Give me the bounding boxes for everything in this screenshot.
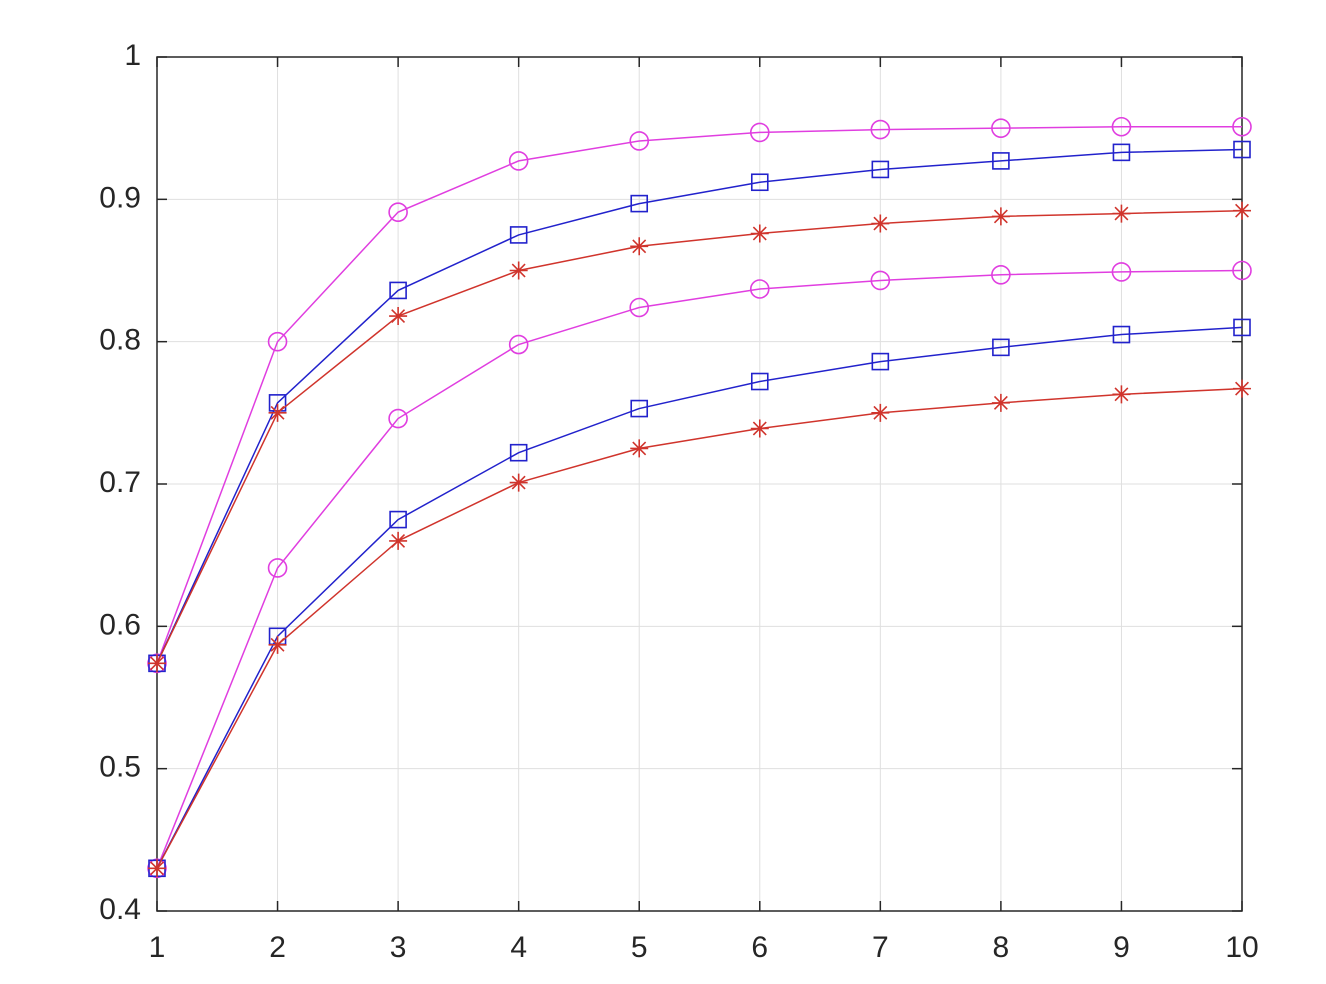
series-line bbox=[156, 148, 1243, 664]
marker bbox=[750, 372, 769, 391]
marker bbox=[871, 403, 890, 422]
marker bbox=[750, 419, 769, 438]
marker bbox=[630, 399, 649, 418]
marker bbox=[389, 531, 408, 550]
marker bbox=[389, 510, 407, 529]
y-tick-label: 0.6 bbox=[99, 608, 141, 641]
marker bbox=[749, 279, 770, 299]
y-tick-label: 1 bbox=[124, 39, 141, 72]
series-line bbox=[156, 125, 1242, 664]
x-tick-label: 3 bbox=[390, 931, 407, 964]
series-line bbox=[156, 269, 1243, 869]
series-line bbox=[156, 209, 1243, 664]
marker bbox=[148, 859, 166, 878]
marker bbox=[871, 352, 890, 371]
y-tick-label: 0.7 bbox=[99, 466, 141, 499]
x-tick-label: 7 bbox=[872, 931, 889, 964]
marker bbox=[1112, 325, 1131, 344]
marker bbox=[870, 270, 891, 291]
x-tick-label: 1 bbox=[149, 931, 166, 964]
marker bbox=[630, 194, 649, 213]
marker bbox=[508, 151, 529, 171]
marker bbox=[991, 393, 1010, 412]
marker bbox=[629, 131, 650, 151]
marker bbox=[509, 261, 528, 280]
marker bbox=[148, 654, 166, 673]
marker bbox=[991, 207, 1010, 226]
y-tick-label: 0.9 bbox=[99, 181, 141, 214]
marker bbox=[1233, 201, 1251, 220]
y-tick-label: 0.4 bbox=[99, 893, 141, 926]
x-tick-label: 8 bbox=[993, 931, 1010, 964]
marker bbox=[509, 226, 528, 244]
series-line bbox=[156, 326, 1243, 869]
marker bbox=[630, 439, 649, 458]
marker bbox=[389, 307, 408, 326]
marker bbox=[750, 173, 769, 192]
marker bbox=[630, 237, 649, 256]
marker bbox=[1233, 140, 1251, 159]
marker bbox=[992, 338, 1010, 357]
marker bbox=[508, 334, 529, 355]
marker bbox=[267, 558, 288, 578]
x-tick-label: 9 bbox=[1113, 931, 1130, 964]
marker bbox=[871, 214, 890, 233]
x-tick-label: 10 bbox=[1225, 931, 1258, 964]
marker bbox=[870, 119, 891, 140]
marker bbox=[389, 281, 407, 300]
marker bbox=[991, 264, 1011, 285]
y-tick-label: 0.5 bbox=[99, 751, 141, 784]
y-tick-label: 0.8 bbox=[99, 324, 141, 357]
marker bbox=[1111, 116, 1132, 137]
marker bbox=[991, 118, 1011, 138]
marker bbox=[509, 473, 528, 492]
marker bbox=[749, 122, 770, 143]
marker bbox=[750, 224, 769, 243]
marker bbox=[1233, 318, 1251, 337]
marker bbox=[388, 202, 408, 222]
series-line bbox=[156, 387, 1243, 869]
marker bbox=[267, 331, 288, 352]
marker bbox=[1232, 116, 1252, 137]
marker bbox=[629, 297, 650, 318]
marker bbox=[388, 408, 408, 429]
marker bbox=[1112, 204, 1131, 223]
marker bbox=[871, 160, 890, 179]
marker bbox=[268, 403, 287, 422]
marker bbox=[1112, 143, 1131, 162]
marker bbox=[1232, 260, 1252, 281]
marker bbox=[509, 443, 528, 462]
marker bbox=[992, 152, 1010, 170]
marker bbox=[1112, 385, 1131, 404]
marker bbox=[1111, 262, 1132, 282]
x-tick-label: 4 bbox=[510, 931, 527, 964]
x-tick-label: 2 bbox=[269, 931, 286, 964]
marker bbox=[1233, 379, 1251, 398]
x-tick-label: 6 bbox=[751, 931, 768, 964]
plot-frame bbox=[156, 56, 1243, 912]
marker bbox=[268, 635, 287, 654]
x-tick-label: 5 bbox=[631, 931, 648, 964]
